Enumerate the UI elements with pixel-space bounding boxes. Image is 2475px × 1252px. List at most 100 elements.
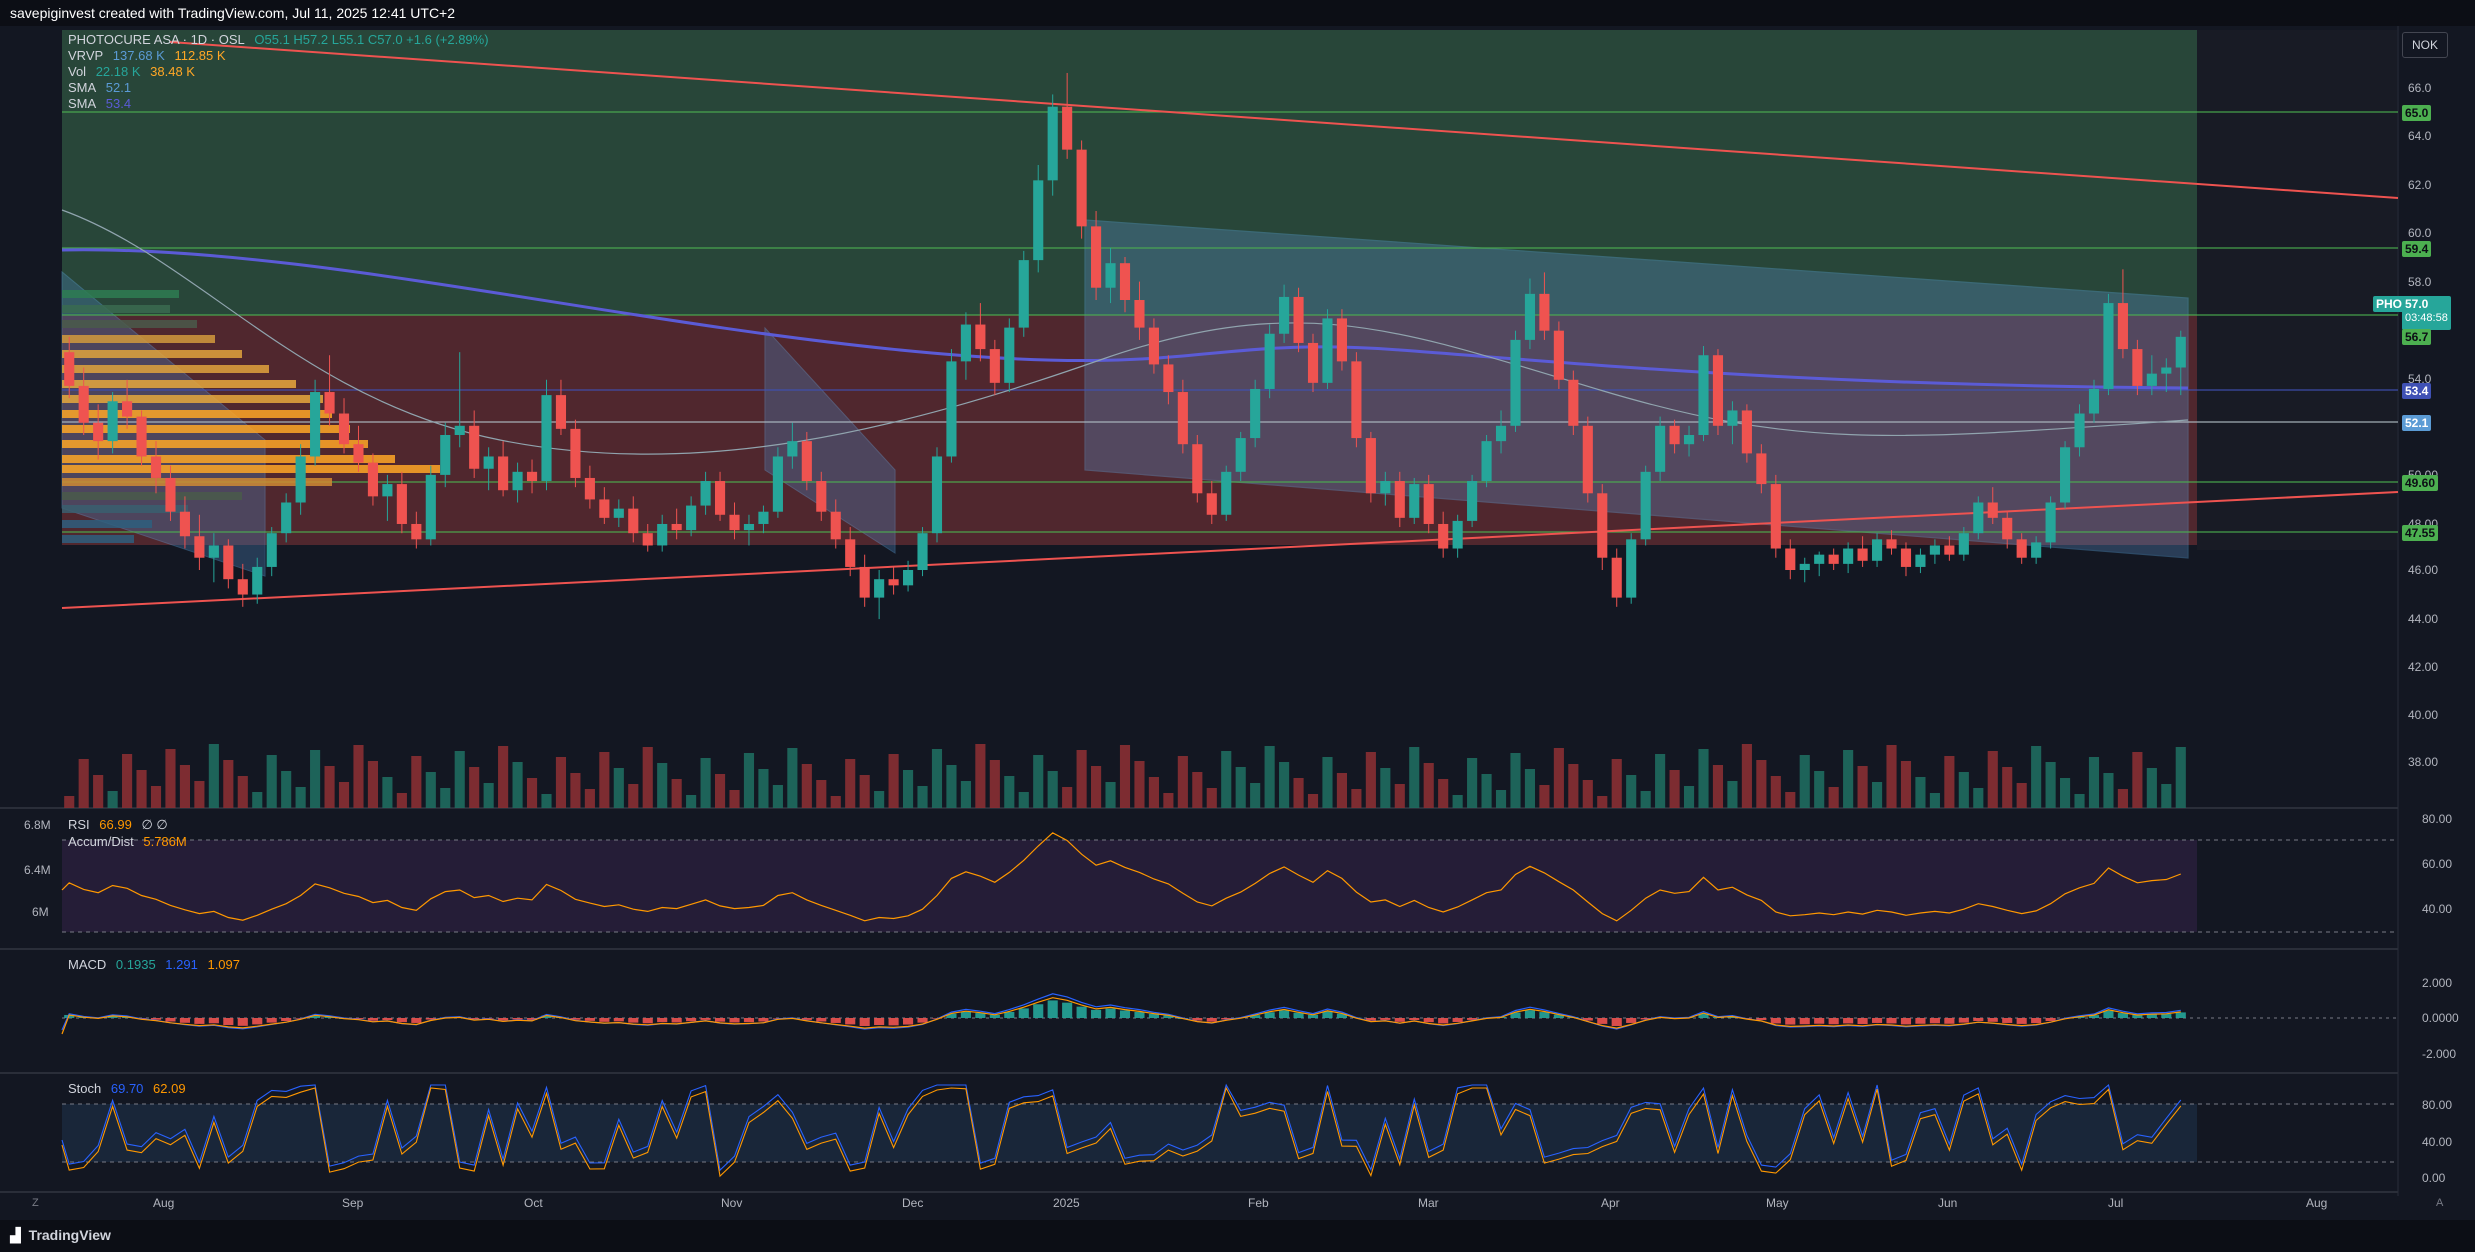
candle-body [758, 511, 769, 524]
volume-bar [1221, 751, 1232, 808]
candle-body [1206, 493, 1217, 515]
volume-bar [136, 770, 147, 808]
volume-bar [1669, 770, 1680, 808]
volume-bar [1206, 788, 1217, 808]
macd-hist-bar [700, 1018, 711, 1020]
volume-bar [2161, 784, 2172, 808]
volume-bar [1423, 763, 1434, 808]
candle-body [570, 428, 581, 478]
volume-bar [2103, 773, 2114, 808]
candle-body [888, 579, 899, 586]
price-tick: 38.00 [2408, 755, 2439, 769]
candle-body [1423, 484, 1434, 524]
legend-sma2-row[interactable]: SMA 53.4 [68, 96, 137, 111]
sma-long-line [61, 248, 2189, 390]
candle-body [1438, 523, 1449, 549]
candle-body [266, 533, 277, 567]
candle-body [1597, 493, 1608, 558]
zoom-z-button[interactable]: Z [32, 1197, 39, 1209]
macd-hist-bar [526, 1018, 538, 1020]
volume-bar [1640, 791, 1651, 808]
volume-bar [772, 785, 783, 808]
volume-bar [686, 795, 697, 808]
macd-hist-bar [1119, 1010, 1131, 1018]
footer-bar: ▟ TradingView [0, 1220, 2475, 1252]
candle-body [396, 484, 407, 524]
volume-bar [2045, 762, 2056, 808]
candle-body [1047, 106, 1058, 181]
volume-bar [411, 756, 422, 808]
stoch-v2: 62.09 [153, 1081, 186, 1096]
time-tick: May [1766, 1196, 1789, 1210]
volume-bar [1365, 752, 1376, 808]
candle-body [1148, 327, 1159, 365]
candle-body [1640, 471, 1651, 540]
macd-hist-bar [830, 1018, 841, 1023]
volume-bar [425, 772, 436, 808]
volume-bar [700, 758, 711, 808]
accdist-legend[interactable]: Accum/Dist 5.786M [68, 834, 193, 849]
legend-vol-row[interactable]: Vol 22.18 K 38.48 K [68, 64, 201, 79]
macd-hist-bar [2031, 1018, 2042, 1024]
volume-bar [1568, 764, 1579, 808]
macd-hist-bar [1553, 1014, 1564, 1018]
rsi-legend[interactable]: RSI 66.99 ∅ ∅ [68, 817, 174, 833]
legend-sma1-row[interactable]: SMA 52.1 [68, 80, 137, 95]
volume-bar [1539, 785, 1550, 808]
candle-body [830, 511, 841, 540]
time-tick: Aug [153, 1196, 175, 1210]
macd-hist-bar [1380, 1018, 1391, 1020]
stoch-legend[interactable]: Stoch 69.70 62.09 [68, 1081, 192, 1096]
currency-button[interactable]: NOK [2402, 32, 2448, 58]
volume-bar [1857, 766, 1868, 808]
tradingview-logo[interactable]: ▟ TradingView [10, 1227, 111, 1244]
volume-bar [1076, 750, 1087, 808]
candle-body [1929, 545, 1940, 555]
legend-sma1-label: SMA [68, 80, 97, 95]
volume-bar [1293, 778, 1304, 808]
volume-bar [1915, 777, 1926, 808]
volume-profile-bar [62, 478, 332, 486]
auto-scale-button[interactable]: A [2436, 1197, 2444, 1209]
candle-body [874, 579, 885, 598]
candle-body [729, 514, 740, 531]
volume-bar [1018, 792, 1029, 808]
macd-v1: 0.1935 [115, 957, 156, 972]
macd-hist-bar [1452, 1018, 1463, 1022]
volume-bar [1626, 775, 1637, 808]
volume-bar [975, 744, 986, 808]
macd-hist-bar [411, 1018, 422, 1023]
volume-bar [526, 778, 538, 808]
volume-bar [599, 752, 610, 808]
candle-body [310, 392, 321, 457]
macd-legend[interactable]: MACD 0.1935 1.291 1.097 [68, 957, 246, 972]
macd-hist-bar [1148, 1013, 1159, 1018]
macd-hist-bar [845, 1018, 856, 1025]
volume-bar [1611, 759, 1622, 808]
volume-bar [1828, 787, 1839, 808]
volume-bar [1785, 792, 1796, 808]
rsi-extra: ∅ ∅ [141, 817, 168, 832]
price-tag-47-55: 47.55 [2402, 525, 2439, 541]
chart-canvas[interactable] [0, 26, 2475, 1220]
legend-vrvp-row[interactable]: VRVP 137.68 K 112.85 K [68, 48, 232, 63]
macd-hist-bar [237, 1018, 248, 1026]
volume-bar [1712, 765, 1724, 808]
candle-body [1582, 425, 1593, 494]
candle-body [107, 401, 118, 442]
macd-hist-bar [1279, 1010, 1290, 1018]
volume-bar [1394, 784, 1405, 808]
volume-bar [960, 781, 971, 808]
time-tick: Dec [902, 1196, 924, 1210]
price-tick: 64.0 [2408, 129, 2432, 143]
macd-signal-line [61, 997, 2181, 1035]
volume-bar [902, 770, 914, 808]
volume-profile-bar [62, 505, 188, 513]
volume-profile-bar [62, 425, 350, 433]
volume-bar [1958, 772, 1969, 808]
volume-bar [1380, 768, 1391, 808]
volume-bar [93, 775, 104, 808]
macd-hist-bar [1973, 1018, 1984, 1022]
macd-tick: 2.000 [2422, 976, 2453, 990]
price-tick: 66.0 [2408, 81, 2432, 95]
